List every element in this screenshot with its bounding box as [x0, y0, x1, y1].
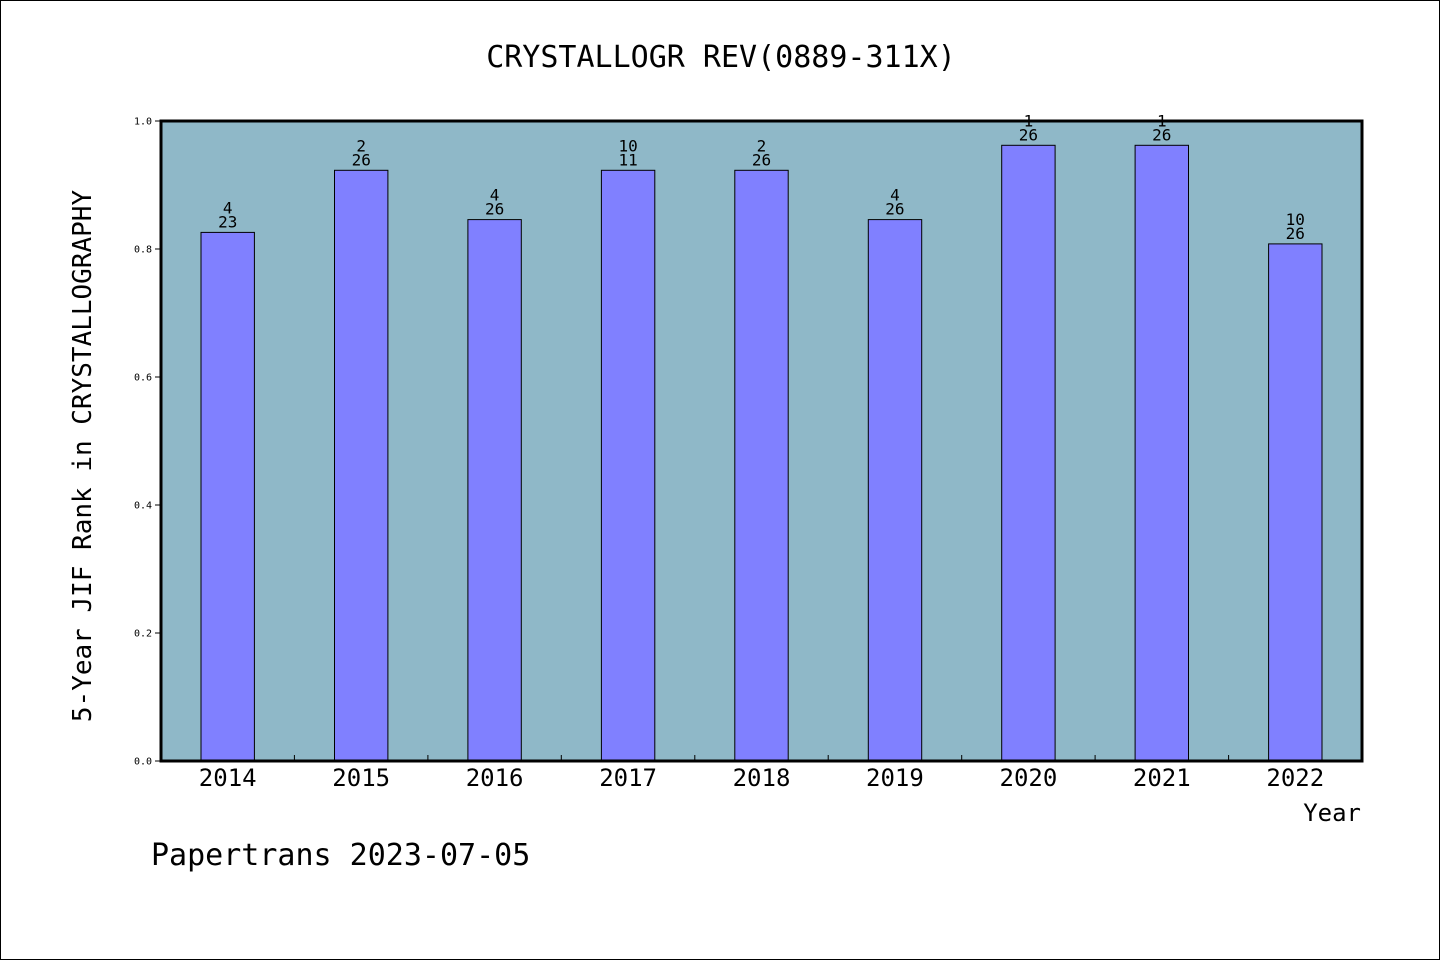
x-axis: 2014 2015 2016 2017 2018 2019 2020 2021 2022: [199, 755, 1324, 792]
bar-label-total-2016: 26: [485, 200, 504, 219]
x-tick-label-2015: 2015: [332, 764, 390, 792]
bar-label-total-2021: 26: [1152, 125, 1171, 144]
x-tick-label-2021: 2021: [1133, 764, 1191, 792]
bar-label-rank-2018: 2: [757, 136, 767, 155]
bar-2019: [867, 219, 923, 762]
bar-label-total-2019: 26: [885, 200, 904, 219]
bar-2014: [200, 231, 255, 762]
bar-label-total-2015: 26: [352, 150, 371, 169]
y-tick-label-2: 0.4: [134, 501, 152, 512]
bars-layer: [200, 144, 1323, 762]
x-axis-label: Year: [1303, 799, 1361, 827]
bar-2021: [1134, 144, 1189, 762]
x-tick-label-2019: 2019: [866, 764, 924, 792]
plot-frame: [159, 119, 1364, 763]
bar-2022: [1268, 243, 1323, 762]
y-axis: 0.0 0.2 0.4 0.6 0.8 1.0: [134, 117, 161, 768]
bar-label-total-2022: 26: [1286, 224, 1305, 243]
bar-2015: [334, 169, 389, 762]
y-tick-label-4: 0.8: [134, 245, 152, 256]
bar-2018: [734, 169, 789, 762]
x-tick-label-2017: 2017: [599, 764, 657, 792]
bar-2016: [467, 219, 522, 762]
bar-label-total-2017: 11: [618, 150, 637, 169]
bar-label-rank-2017: 10: [618, 136, 637, 155]
footer-caption: Papertrans 2023-07-05: [151, 838, 530, 873]
x-tick-label-2018: 2018: [733, 764, 791, 792]
bar-label-total-2020: 26: [1019, 125, 1038, 144]
bar-label-total-2018: 26: [752, 150, 771, 169]
x-tick-label-2022: 2022: [1266, 764, 1324, 792]
bar-label-rank-2022: 10: [1286, 210, 1305, 229]
x-tick-label-2014: 2014: [199, 764, 257, 792]
bar-label-rank-2014: 4: [223, 198, 233, 217]
y-axis-label: 5-Year JIF Rank in CRYSTALLOGRAPHY: [68, 190, 98, 723]
y-tick-label-0: 0.0: [134, 757, 152, 768]
chart-title: CRYSTALLOGR REV(0889-311X): [486, 40, 956, 75]
bar-label-total-2014: 23: [218, 212, 237, 231]
bar-label-rank-2019: 4: [890, 186, 900, 205]
x-tick-label-2016: 2016: [466, 764, 524, 792]
y-tick-label-1: 0.2: [134, 629, 152, 640]
bar-2017: [600, 169, 656, 762]
y-tick-label-3: 0.6: [134, 373, 152, 384]
bar-label-rank-2016: 4: [490, 186, 500, 205]
x-tick-label-2020: 2020: [1000, 764, 1058, 792]
y-tick-label-5: 1.0: [134, 117, 152, 128]
bar-2020: [1001, 144, 1056, 762]
bar-label-rank-2015: 2: [356, 136, 366, 155]
